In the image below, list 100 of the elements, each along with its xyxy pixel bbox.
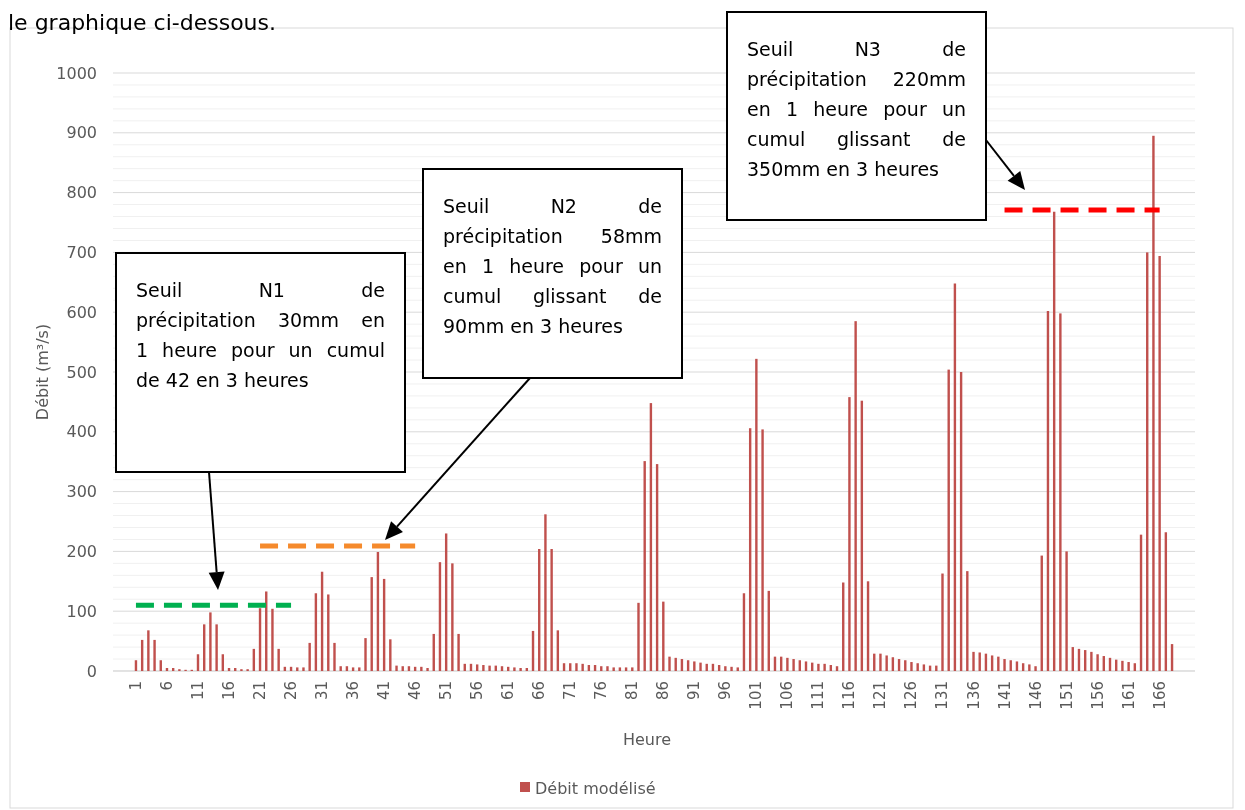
x-tick-label: 11 (189, 681, 207, 701)
bar (544, 514, 547, 671)
y-tick-label: 500 (66, 362, 97, 382)
bar (600, 666, 603, 671)
y-tick-label: 400 (66, 422, 97, 442)
y-tick-label: 100 (66, 601, 97, 621)
bar (395, 665, 398, 671)
bar (792, 659, 795, 671)
x-tick-label: 41 (375, 681, 394, 701)
bar (668, 656, 671, 671)
y-tick-label: 1000 (56, 63, 97, 83)
y-tick-label: 300 (66, 482, 97, 502)
bar (848, 397, 851, 671)
bar (147, 630, 150, 671)
x-tick-label: 126 (902, 681, 921, 710)
bar (699, 662, 702, 671)
bar (550, 549, 553, 671)
y-tick-label: 900 (66, 123, 97, 143)
x-tick-label: 141 (995, 681, 1014, 710)
y-tick-label: 800 (66, 183, 97, 203)
bar (488, 665, 491, 671)
bar (277, 648, 280, 671)
x-tick-label: 51 (437, 681, 456, 701)
bar (1028, 664, 1031, 671)
bar (612, 667, 615, 671)
x-tick-label: 61 (499, 681, 518, 701)
bar (153, 639, 156, 671)
bar (885, 655, 888, 671)
x-tick-label: 86 (654, 681, 673, 701)
text: Seuil N3 de précipitation 220mm en 1 heure pour un cumul glissant de 350mm en 3 heures (747, 38, 967, 180)
x-tick-label: 161 (1119, 681, 1138, 710)
bar (1158, 255, 1161, 671)
y-tick-label: 0 (86, 661, 97, 681)
bar (420, 666, 423, 671)
bar (451, 563, 454, 671)
x-tick-label: 6 (157, 681, 176, 691)
bar (693, 661, 696, 671)
bar (786, 657, 789, 671)
x-tick-label: 36 (344, 681, 363, 701)
bar (643, 461, 646, 671)
x-tick-label: 146 (1026, 681, 1045, 710)
bar (637, 602, 640, 671)
x-tick-label: 151 (1057, 681, 1076, 710)
text: le graphique ci-dessous. (8, 10, 277, 35)
bar (401, 666, 404, 671)
bar (581, 663, 584, 671)
bar (947, 369, 950, 671)
bar (1121, 660, 1124, 671)
y-tick-label: 700 (66, 242, 97, 262)
bar (1152, 135, 1155, 671)
x-tick-label: 111 (809, 681, 828, 710)
bar (823, 663, 826, 671)
x-tick-label: 56 (468, 681, 487, 701)
x-tick-label: 96 (716, 681, 735, 701)
x-tick-label: 21 (251, 681, 270, 701)
bar (1059, 313, 1062, 671)
x-axis-title: Heure (622, 730, 672, 749)
x-tick-label: 156 (1088, 681, 1107, 710)
bar (209, 612, 212, 671)
x-tick-label: 166 (1150, 681, 1169, 710)
bar (997, 656, 1000, 671)
bar (308, 642, 311, 671)
x-tick-label: 71 (561, 681, 580, 701)
bar (662, 601, 665, 671)
x-tick-label: 91 (685, 681, 704, 701)
x-tick-label: 121 (871, 681, 890, 710)
y-tick-label: 200 (66, 541, 97, 561)
bar (1034, 666, 1037, 671)
bar (972, 651, 975, 671)
bar (761, 429, 764, 671)
bar (500, 666, 504, 671)
y-axis-title: Débit (m³/s) (33, 323, 52, 421)
bar (755, 358, 758, 671)
bar (513, 667, 516, 671)
bar (606, 666, 609, 671)
bar (1127, 662, 1130, 671)
bar (358, 667, 361, 671)
bar (339, 666, 342, 671)
bar (457, 633, 460, 671)
x-tick-label: 81 (623, 681, 642, 701)
x-tick-label: 26 (282, 681, 301, 701)
bar (730, 666, 733, 671)
bar (407, 666, 411, 671)
bar (835, 666, 839, 671)
x-tick-label: 31 (313, 681, 332, 701)
bar (941, 573, 944, 671)
x-tick-label: 131 (933, 681, 952, 710)
x-tick-label: 16 (220, 681, 239, 701)
bar (879, 653, 882, 671)
text: Seuil N1 de précipitation 30mm en 1 heure pour un cumul de 42 en 3 heures (136, 279, 386, 391)
bar (333, 642, 336, 671)
bar (1096, 654, 1099, 671)
text: Seuil N2 de précipitation 58mm en 1 heure pour un cumul glissant de 90mm en 3 heures (443, 195, 663, 337)
bar (389, 639, 392, 671)
bar (426, 668, 429, 671)
bar (1003, 659, 1006, 671)
x-tick-label: 46 (406, 681, 425, 701)
bar (364, 638, 367, 671)
bar (910, 662, 913, 671)
bar (724, 666, 727, 671)
